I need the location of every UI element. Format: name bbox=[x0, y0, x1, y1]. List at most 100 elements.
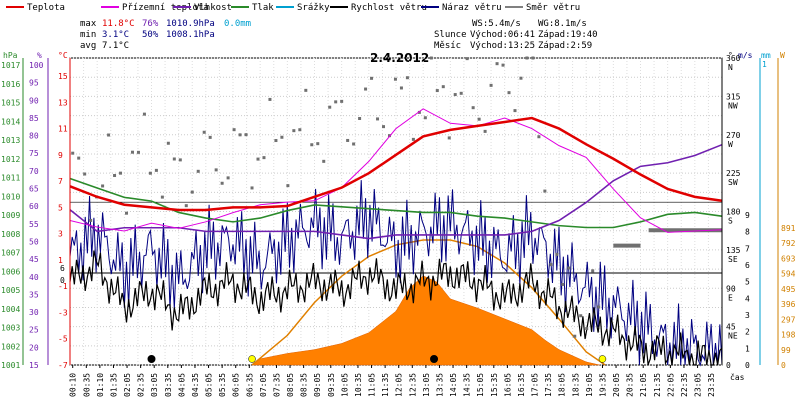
wind-dir-point bbox=[148, 171, 152, 175]
stat-min-temp: 3.1°C bbox=[102, 30, 129, 40]
time-tick-label: 06:35 bbox=[245, 373, 254, 397]
time-tick-label: 17:35 bbox=[544, 373, 553, 397]
w-tick-label: 198 bbox=[781, 331, 796, 340]
legend-label-prizemni-teplota: Přízemní teplota bbox=[122, 3, 209, 13]
legend-label-tlak: Tlak bbox=[252, 3, 274, 13]
time-tick-label: 19:35 bbox=[598, 373, 607, 397]
c-tick-label: -7 bbox=[58, 361, 68, 370]
legend: Teplota Přízemní teplota Vlhkost Tlak Sr… bbox=[6, 3, 580, 13]
wind-dir-point bbox=[364, 87, 368, 91]
time-tick-label: 02:05 bbox=[123, 373, 132, 397]
time-tick-label: 13:35 bbox=[435, 373, 444, 397]
time-tick-label: 22:05 bbox=[666, 373, 675, 397]
wind-gust-info: WG:8.1m/s bbox=[538, 19, 587, 29]
time-tick-label: 11:05 bbox=[368, 373, 377, 397]
wind-dir-point bbox=[125, 211, 129, 215]
time-tick-label: 15:05 bbox=[476, 373, 485, 397]
pct-tick-label: 75 bbox=[29, 149, 39, 158]
legend-item-srazky: Srážky bbox=[276, 3, 330, 13]
ground-temp-line bbox=[69, 108, 723, 233]
wind-dir-point bbox=[471, 106, 475, 110]
ms-tick-label: 6 bbox=[745, 261, 750, 270]
hpa-tick-label: 1006 bbox=[1, 267, 20, 276]
hpa-tick-label: 1001 bbox=[1, 361, 20, 370]
legend-item-tlak: Tlak bbox=[231, 3, 274, 13]
stat-avg-temp: 7.1°C bbox=[102, 41, 129, 51]
wind-dir-point bbox=[220, 181, 224, 185]
stat-max-hum: 76% bbox=[142, 19, 159, 29]
wind-dir-point bbox=[555, 252, 559, 256]
pct-tick-label: 65 bbox=[29, 185, 39, 194]
time-tick-label: 18:35 bbox=[571, 373, 580, 397]
time-tick-label: 18:05 bbox=[558, 373, 567, 397]
hpa-tick-label: 1013 bbox=[1, 136, 20, 145]
deg-tick-label: 45 bbox=[726, 323, 736, 332]
pct-tick-label: 50 bbox=[29, 237, 39, 246]
deg-tick-label: 90 bbox=[726, 284, 736, 293]
wind-dir-point bbox=[519, 76, 523, 80]
time-tick-label: 01:10 bbox=[96, 373, 105, 397]
legend-item-rychlost-vetru: Rychlost větru bbox=[330, 3, 427, 13]
time-tick-label: 21:35 bbox=[653, 373, 662, 397]
legend-item-smer-vetru: Směr větru bbox=[505, 3, 580, 13]
moonrise-marker bbox=[430, 355, 439, 363]
hpa-tick-label: 1009 bbox=[1, 211, 20, 220]
wind-dir-point bbox=[399, 86, 403, 90]
wind-dir-point bbox=[346, 138, 350, 142]
time-tick-label: 14:05 bbox=[449, 373, 458, 397]
time-tick-label: 10:35 bbox=[354, 373, 363, 397]
wind-dir-point bbox=[268, 97, 272, 101]
legend-label-smer-vetru: Směr větru bbox=[526, 3, 580, 13]
w-tick-label: 0 bbox=[781, 361, 786, 370]
sunset-marker bbox=[598, 355, 607, 363]
wind-dir-point bbox=[405, 76, 409, 80]
wind-dir-point bbox=[232, 128, 236, 132]
wind-dir-point bbox=[119, 171, 123, 175]
wind-dir-point bbox=[154, 168, 158, 172]
time-tick-label: 04:05 bbox=[177, 373, 186, 397]
wind-dir-point bbox=[304, 88, 308, 92]
wind-dir-point bbox=[537, 135, 541, 139]
pct-tick-label: 90 bbox=[29, 96, 39, 105]
moon-label: Měsíc bbox=[434, 41, 461, 51]
wind-dir-point bbox=[358, 116, 362, 120]
astro-block: WS:5.4m/s WG:8.1m/s Slunce Východ:06:41 … bbox=[434, 19, 598, 51]
axis-c-label: °C bbox=[58, 51, 68, 60]
wind-dir-point bbox=[561, 282, 565, 286]
wind-dir-point bbox=[387, 134, 391, 138]
compass-label: W bbox=[728, 140, 733, 149]
stat-avg-label: avg bbox=[80, 41, 96, 51]
wind-dir-point bbox=[328, 105, 332, 109]
w-tick-label: 594 bbox=[781, 270, 796, 279]
hpa-tick-label: 1011 bbox=[1, 174, 20, 183]
wind-dir-point bbox=[226, 176, 230, 180]
wind-dir-point bbox=[585, 327, 589, 331]
time-tick-label: 15:35 bbox=[490, 373, 499, 397]
wind-dir-point bbox=[262, 156, 266, 160]
time-tick-label: 07:35 bbox=[272, 373, 281, 397]
wind-dir-point bbox=[250, 186, 254, 190]
w-tick-label: 693 bbox=[781, 254, 796, 263]
c-tick-label: 7 bbox=[58, 177, 63, 186]
legend-item-naraz-vetru: Náraz větru bbox=[421, 3, 502, 13]
wind-dir-point bbox=[196, 169, 200, 173]
time-tick-label: 16:35 bbox=[517, 373, 526, 397]
wind-dir-point bbox=[549, 263, 553, 267]
wind-dir-point bbox=[531, 56, 535, 60]
hpa-tick-label: 1005 bbox=[1, 286, 20, 295]
hpa-tick-label: 1010 bbox=[1, 192, 20, 201]
wind-dir-point bbox=[501, 63, 505, 67]
moon-set: Západ:2:59 bbox=[538, 41, 592, 51]
hpa-tick-label: 1017 bbox=[1, 61, 20, 70]
stat-min-hum: 50% bbox=[142, 30, 159, 40]
wind-dir-point bbox=[190, 190, 194, 194]
c-tick-label: 15 bbox=[58, 72, 68, 81]
axis-w-label: W bbox=[780, 51, 785, 60]
solar-area bbox=[251, 275, 600, 366]
c-tick-label: 9 bbox=[58, 151, 63, 160]
wind-dir-point bbox=[447, 136, 451, 140]
time-tick-label: 01:35 bbox=[109, 373, 118, 397]
wind-dir-point bbox=[77, 156, 81, 160]
pct-tick-label: 70 bbox=[29, 167, 39, 176]
